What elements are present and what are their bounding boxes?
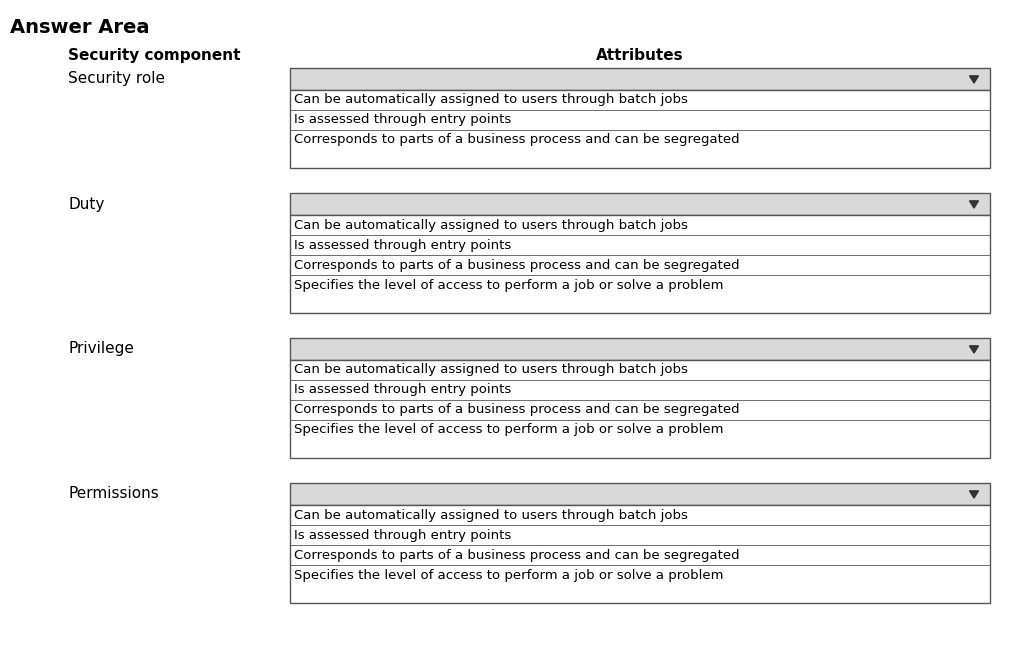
Text: Privilege: Privilege bbox=[68, 341, 134, 356]
Text: Answer Area: Answer Area bbox=[10, 18, 150, 37]
Text: Can be automatically assigned to users through batch jobs: Can be automatically assigned to users t… bbox=[294, 509, 688, 521]
Text: Permissions: Permissions bbox=[68, 487, 159, 502]
Polygon shape bbox=[969, 201, 979, 208]
Bar bbox=[290, 90, 990, 168]
Text: Specifies the level of access to perform a job or solve a problem: Specifies the level of access to perform… bbox=[294, 568, 723, 581]
Text: Attributes: Attributes bbox=[597, 48, 684, 63]
Text: Can be automatically assigned to users through batch jobs: Can be automatically assigned to users t… bbox=[294, 364, 688, 377]
Text: Security role: Security role bbox=[68, 71, 165, 86]
Bar bbox=[290, 483, 990, 505]
Polygon shape bbox=[969, 76, 979, 83]
Text: Security component: Security component bbox=[68, 48, 240, 63]
Text: Specifies the level of access to perform a job or solve a problem: Specifies the level of access to perform… bbox=[294, 279, 723, 292]
Polygon shape bbox=[969, 491, 979, 498]
Polygon shape bbox=[969, 346, 979, 353]
Text: Can be automatically assigned to users through batch jobs: Can be automatically assigned to users t… bbox=[294, 218, 688, 232]
Text: Can be automatically assigned to users through batch jobs: Can be automatically assigned to users t… bbox=[294, 94, 688, 107]
Text: Corresponds to parts of a business process and can be segregated: Corresponds to parts of a business proce… bbox=[294, 258, 739, 271]
Bar bbox=[290, 360, 990, 458]
Bar bbox=[290, 505, 990, 603]
Bar bbox=[290, 193, 990, 215]
Text: Specifies the level of access to perform a job or solve a problem: Specifies the level of access to perform… bbox=[294, 424, 723, 436]
Text: Duty: Duty bbox=[68, 196, 105, 211]
Bar bbox=[290, 68, 990, 90]
Bar bbox=[290, 215, 990, 313]
Text: Is assessed through entry points: Is assessed through entry points bbox=[294, 383, 511, 396]
Text: Is assessed through entry points: Is assessed through entry points bbox=[294, 114, 511, 126]
Bar bbox=[290, 338, 990, 360]
Text: Is assessed through entry points: Is assessed through entry points bbox=[294, 528, 511, 542]
Text: Corresponds to parts of a business process and can be segregated: Corresponds to parts of a business proce… bbox=[294, 133, 739, 146]
Text: Corresponds to parts of a business process and can be segregated: Corresponds to parts of a business proce… bbox=[294, 404, 739, 417]
Text: Is assessed through entry points: Is assessed through entry points bbox=[294, 239, 511, 252]
Text: Corresponds to parts of a business process and can be segregated: Corresponds to parts of a business proce… bbox=[294, 549, 739, 562]
